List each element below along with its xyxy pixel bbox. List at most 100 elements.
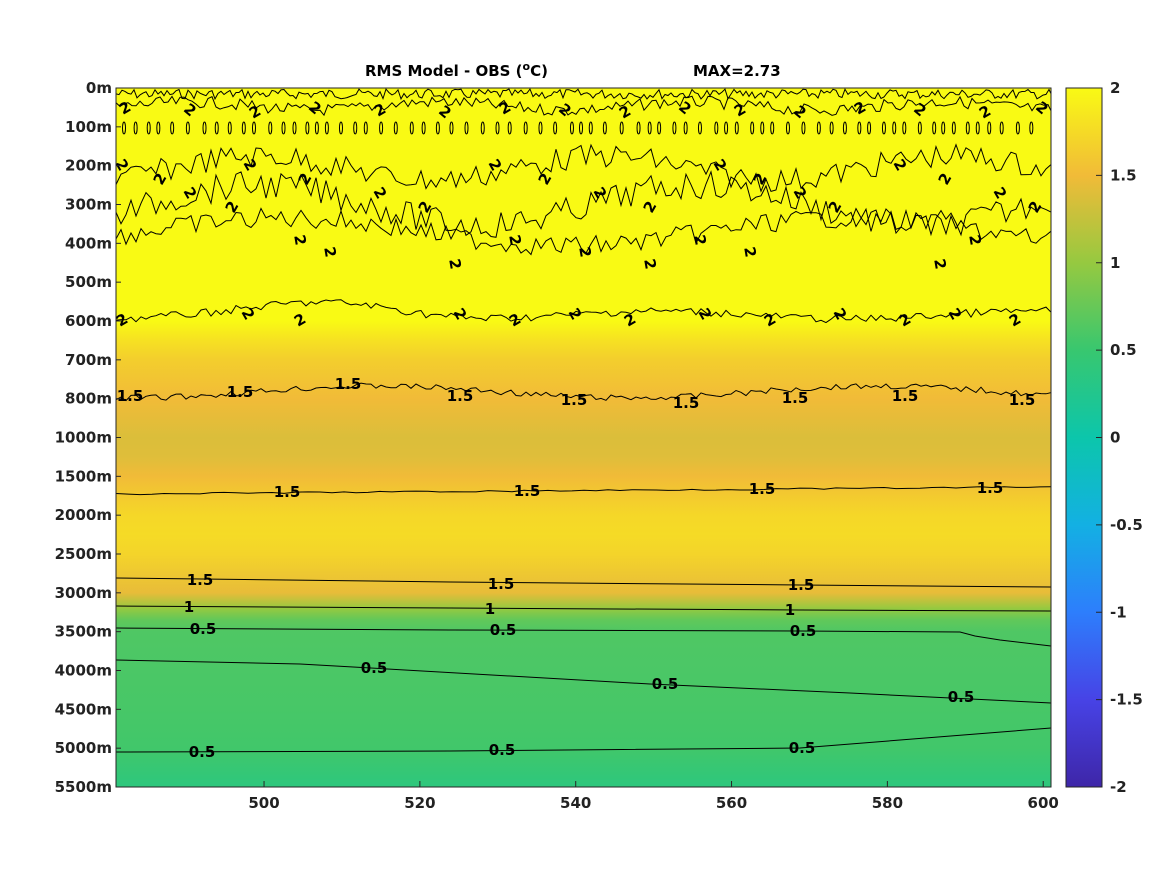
contour-2-surface	[116, 88, 1051, 101]
contour-label-text: 1	[184, 598, 194, 616]
contour-2-loop	[393, 121, 398, 135]
contour-label-text: 2	[930, 257, 950, 270]
colorbar-tick-label: -1	[1110, 603, 1127, 621]
contour-2-loop	[1015, 121, 1020, 135]
contour-2-loop	[965, 121, 970, 135]
colorbar-tick-label: -0.5	[1110, 516, 1143, 534]
y-tick-label: 400m	[65, 234, 112, 252]
contour-2-loop	[672, 121, 677, 135]
contour-2-loop	[464, 121, 469, 135]
contour-label: 1	[184, 598, 194, 616]
colorbar-ticks: 2 1.5 1 0.5 0 -0.5 -1 -1.5 -2	[1096, 79, 1143, 796]
contour-2-mid	[116, 170, 1051, 238]
contour-label: 2	[690, 233, 710, 246]
contour-2-loop	[941, 121, 946, 135]
contour-label-text: 1	[485, 600, 495, 618]
contour-2-loop	[553, 121, 558, 135]
contour-label: 2	[320, 245, 340, 258]
x-tick-label: 600	[1028, 794, 1059, 812]
contour-label-text: 1.5	[488, 575, 515, 593]
contour-2-loop	[507, 121, 512, 135]
contour-2-loop	[588, 121, 593, 135]
contour-2-loop	[421, 121, 426, 135]
contour-label: 2	[965, 233, 985, 246]
contour-2-loop	[170, 121, 175, 135]
contour-label: 1.5	[274, 483, 301, 501]
contour-label-text: 1	[785, 601, 795, 619]
contour-label-text: 0.5	[790, 622, 817, 640]
contour-label: 1.5	[447, 387, 474, 405]
x-tick-label: 580	[872, 794, 903, 812]
contour-2-loop	[857, 121, 862, 135]
contour-2-loop	[156, 121, 161, 135]
contour-2-loop	[801, 121, 806, 135]
y-tick-label: 1000m	[55, 429, 112, 447]
y-tick-label: 2000m	[55, 506, 112, 524]
contour-2-loop	[602, 121, 607, 135]
y-tick-label: 1500m	[55, 467, 112, 485]
contour-2-loop	[902, 121, 907, 135]
contour-label-text: 1.5	[335, 375, 362, 393]
y-tick-label: 5000m	[55, 739, 112, 757]
y-tick-label: 5500m	[55, 778, 112, 796]
contour-2-loop	[750, 121, 755, 135]
temperature-field	[116, 88, 1051, 787]
contour-2-loop	[724, 121, 729, 135]
contour-2-loop	[146, 121, 151, 135]
contour-2-loop	[495, 121, 500, 135]
contour-2-loop	[636, 121, 641, 135]
contour-2-loop	[538, 121, 543, 135]
contour-2-loop	[714, 121, 719, 135]
contour-2-loop	[268, 121, 273, 135]
contour-label: 0.5	[190, 620, 217, 638]
contour-2-loop	[281, 121, 286, 135]
colorbar-tick-label: 0	[1110, 429, 1120, 447]
contour-2-loop	[647, 121, 652, 135]
colorbar-tick-label: 2	[1110, 79, 1120, 97]
contour-label-text: 1.5	[977, 479, 1004, 497]
contour-2-loop	[379, 121, 384, 135]
contour-label: 2	[505, 233, 525, 246]
contour-2-loop	[951, 121, 956, 135]
contour-label-text: 0.5	[190, 620, 217, 638]
contour-label: 1.5	[673, 394, 700, 412]
colorbar-tick-label: 1	[1110, 254, 1120, 272]
contour-2-loop	[251, 121, 256, 135]
contour-2-loop	[987, 121, 992, 135]
contour-label: 1	[785, 601, 795, 619]
contour-label-text: 1.5	[749, 480, 776, 498]
contour-2-loop	[760, 121, 765, 135]
colorbar-tick-label: 0.5	[1110, 341, 1137, 359]
y-tick-label: 3000m	[55, 584, 112, 602]
y-tick-label: 4500m	[55, 700, 112, 718]
contour-0.5-3500m	[116, 627, 1051, 647]
y-tick-label: 800m	[65, 390, 112, 408]
contour-1.5-3000m	[116, 577, 1051, 588]
contour-label-text: 0.5	[948, 688, 975, 706]
contour-label-text: 0.5	[490, 621, 517, 639]
contour-2-loop	[975, 121, 980, 135]
contour-2-lower	[116, 207, 1051, 256]
contour-2-loop	[1029, 121, 1034, 135]
contour-2-upper	[116, 143, 1051, 193]
contour-label-text: 1.5	[788, 576, 815, 594]
contour-label-text: 2	[320, 245, 340, 258]
contour-2-loop	[578, 121, 583, 135]
contour-label: 1.5	[561, 391, 588, 409]
contour-2-loop	[214, 121, 219, 135]
colorbar: 2 1.5 1 0.5 0 -0.5 -1 -1.5 -2	[1065, 79, 1143, 796]
contour-2-loop	[829, 121, 834, 135]
contour-0.5-5000m	[116, 727, 1051, 753]
contour-label-text: 1.5	[227, 383, 254, 401]
contour-1-3000m	[116, 605, 1051, 612]
contour-label: 0.5	[189, 743, 216, 761]
contour-2-loop	[697, 121, 702, 135]
contour-label-text: 1.5	[892, 387, 919, 405]
contour-label: 1.5	[788, 576, 815, 594]
contour-2-loop	[842, 121, 847, 135]
contour-2-loop	[292, 121, 297, 135]
contour-label: 1.5	[749, 480, 776, 498]
contour-label: 1.5	[892, 387, 919, 405]
x-tick-label: 540	[560, 794, 591, 812]
contour-2-loop	[363, 121, 368, 135]
